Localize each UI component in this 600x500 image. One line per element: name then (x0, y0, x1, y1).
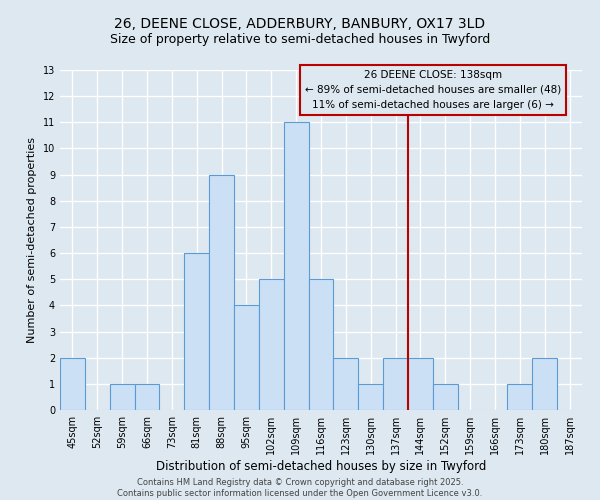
Bar (433, 384, 458, 410)
Bar (234, 306, 259, 410)
Bar (358, 384, 383, 410)
Text: Contains HM Land Registry data © Crown copyright and database right 2025.
Contai: Contains HM Land Registry data © Crown c… (118, 478, 482, 498)
Bar (508, 384, 532, 410)
Bar (259, 279, 284, 410)
Bar (532, 358, 557, 410)
Bar (408, 358, 433, 410)
Bar (308, 279, 334, 410)
Bar (184, 253, 209, 410)
Bar (334, 358, 358, 410)
Y-axis label: Number of semi-detached properties: Number of semi-detached properties (27, 137, 37, 343)
Bar (60, 358, 85, 410)
Bar (110, 384, 134, 410)
Text: 26, DEENE CLOSE, ADDERBURY, BANBURY, OX17 3LD: 26, DEENE CLOSE, ADDERBURY, BANBURY, OX1… (115, 18, 485, 32)
Text: 26 DEENE CLOSE: 138sqm
← 89% of semi-detached houses are smaller (48)
11% of sem: 26 DEENE CLOSE: 138sqm ← 89% of semi-det… (305, 70, 561, 110)
Bar (284, 122, 308, 410)
Text: Size of property relative to semi-detached houses in Twyford: Size of property relative to semi-detach… (110, 32, 490, 46)
Bar (383, 358, 408, 410)
X-axis label: Distribution of semi-detached houses by size in Twyford: Distribution of semi-detached houses by … (156, 460, 486, 473)
Bar (209, 174, 234, 410)
Bar (134, 384, 160, 410)
